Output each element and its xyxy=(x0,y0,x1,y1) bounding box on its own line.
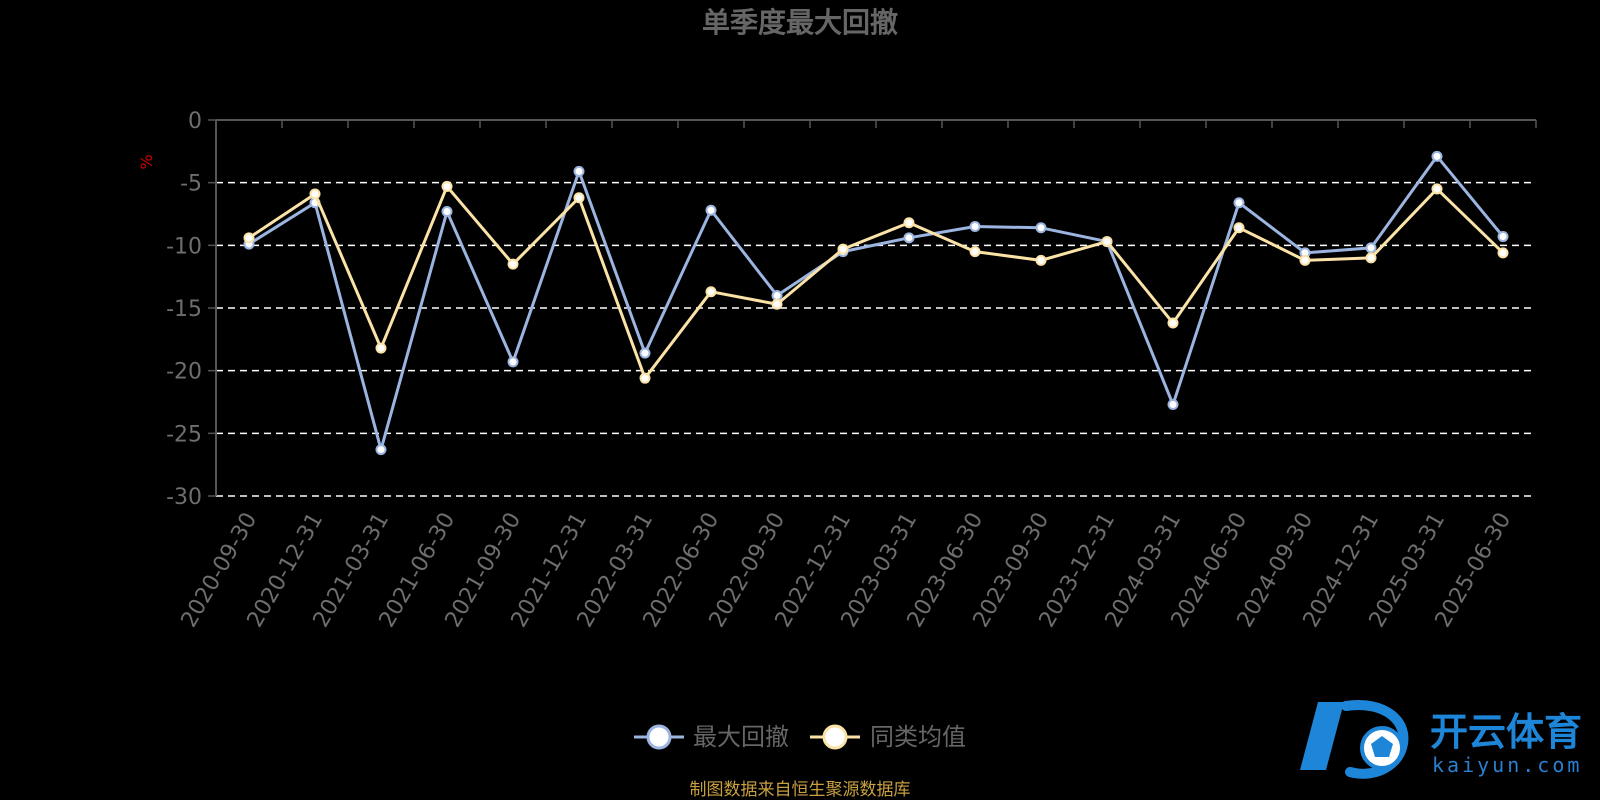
legend: 最大回撤 同类均值 xyxy=(634,723,966,751)
grid-lines xyxy=(208,119,1536,497)
y-axis-unit: % xyxy=(137,154,156,169)
series-group xyxy=(243,150,1509,456)
data-point[interactable] xyxy=(1101,236,1113,248)
legend-label-series-2: 同类均值 xyxy=(870,723,966,751)
series-2 xyxy=(243,180,1509,384)
data-point[interactable] xyxy=(1233,197,1245,209)
y-tick-label: -25 xyxy=(166,422,202,447)
data-point[interactable] xyxy=(441,205,453,217)
y-tick-label: -30 xyxy=(166,485,202,510)
data-point[interactable] xyxy=(573,192,585,204)
legend-marker-series-2 xyxy=(822,724,848,750)
data-point[interactable] xyxy=(705,204,717,216)
data-point[interactable] xyxy=(441,180,453,192)
brand-watermark: 开云体育 kaiyun.com xyxy=(1300,700,1582,779)
brand-name-en: kaiyun.com xyxy=(1432,753,1582,777)
data-point[interactable] xyxy=(1365,242,1377,254)
data-point[interactable] xyxy=(969,221,981,233)
data-point[interactable] xyxy=(903,217,915,229)
data-point[interactable] xyxy=(639,372,651,384)
data-point[interactable] xyxy=(1299,254,1311,266)
data-point[interactable] xyxy=(1233,222,1245,234)
legend-marker-series-1 xyxy=(646,724,672,750)
series-line-2 xyxy=(248,184,1505,380)
data-point[interactable] xyxy=(1035,254,1047,266)
y-tick-label: -5 xyxy=(180,172,202,197)
data-point[interactable] xyxy=(375,342,387,354)
chart-title: 单季度最大回撤 xyxy=(702,6,898,39)
data-point[interactable] xyxy=(1431,183,1443,195)
data-point[interactable] xyxy=(1167,317,1179,329)
data-point[interactable] xyxy=(903,232,915,244)
data-point[interactable] xyxy=(507,258,519,270)
data-point[interactable] xyxy=(969,246,981,258)
y-tick-label: -10 xyxy=(166,234,202,259)
data-point[interactable] xyxy=(1497,231,1509,243)
data-point[interactable] xyxy=(837,243,849,255)
y-tick-label: -20 xyxy=(166,360,202,385)
data-point[interactable] xyxy=(705,286,717,298)
brand-logo-icon xyxy=(1300,700,1409,779)
data-point[interactable] xyxy=(1167,399,1179,411)
data-point[interactable] xyxy=(1497,247,1509,259)
data-point[interactable] xyxy=(771,298,783,310)
data-point[interactable] xyxy=(1035,222,1047,234)
data-point[interactable] xyxy=(243,232,255,244)
legend-item-series-1[interactable]: 最大回撤 xyxy=(634,723,789,751)
brand-name-cn: 开云体育 xyxy=(1430,710,1582,754)
series-1 xyxy=(243,150,1509,456)
legend-item-series-2[interactable]: 同类均值 xyxy=(810,723,966,751)
y-tick-label: 0 xyxy=(188,109,202,134)
data-point[interactable] xyxy=(1431,150,1443,162)
data-point[interactable] xyxy=(507,356,519,368)
data-point[interactable] xyxy=(573,165,585,177)
data-point[interactable] xyxy=(639,347,651,359)
data-point[interactable] xyxy=(375,444,387,456)
y-tick-labels: 0 -5 -10 -15 -20 -25 -30 xyxy=(166,109,202,510)
data-point[interactable] xyxy=(1365,252,1377,264)
legend-label-series-1: 最大回撤 xyxy=(693,723,789,751)
series-line-1 xyxy=(248,154,1505,452)
x-tick-labels: 2020-09-302020-12-312021-03-312021-06-30… xyxy=(177,509,1517,632)
y-tick-label: -15 xyxy=(166,297,202,322)
data-point[interactable] xyxy=(771,289,783,301)
data-point[interactable] xyxy=(309,188,321,200)
data-source-note: 制图数据来自恒生聚源数据库 xyxy=(690,780,911,800)
axes xyxy=(215,119,1537,496)
